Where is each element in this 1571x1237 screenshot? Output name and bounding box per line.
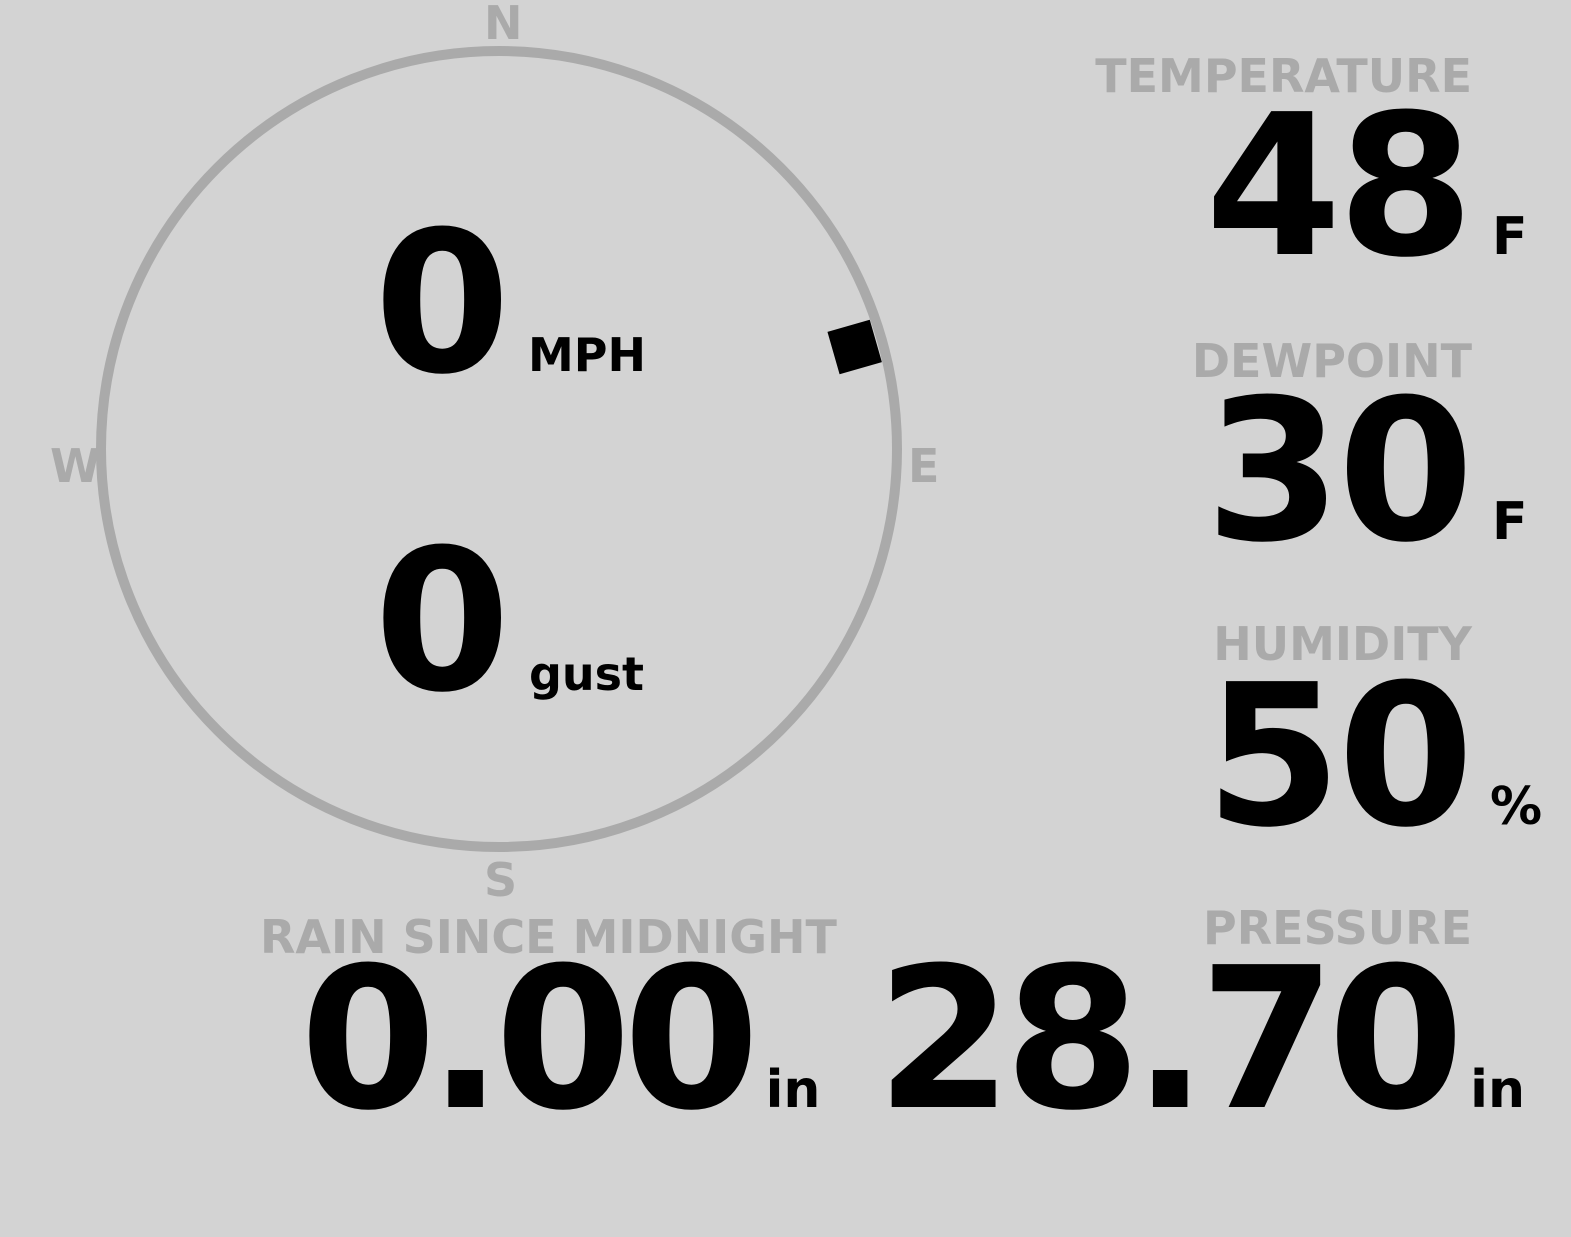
pressure-reading: 28.70 in <box>876 942 1525 1138</box>
compass-west: W <box>50 439 101 493</box>
temperature-value: 48 <box>1205 73 1474 301</box>
compass-east: E <box>908 439 940 493</box>
rain-value: 0.00 <box>300 926 760 1154</box>
pressure-label: PRESSURE <box>1203 901 1472 955</box>
wind-speed-unit: MPH <box>528 328 646 382</box>
compass-north: N <box>484 0 523 50</box>
wind-speed-value: 0 <box>374 190 510 418</box>
temperature-unit: F <box>1492 207 1528 267</box>
dewpoint-unit: F <box>1492 492 1528 552</box>
compass-ring <box>96 46 902 852</box>
wind-direction-marker <box>827 319 882 375</box>
humidity-label: HUMIDITY <box>1213 617 1472 671</box>
dewpoint-value: 30 <box>1205 358 1474 586</box>
rain-reading: 0.00 in <box>300 942 820 1138</box>
humidity-value: 50 <box>1205 643 1474 871</box>
wind-gust-value: 0 <box>374 508 510 736</box>
pressure-value: 28.70 <box>876 926 1464 1154</box>
dewpoint-label: DEWPOINT <box>1191 334 1472 388</box>
compass-south: S <box>484 853 518 907</box>
pressure-unit: in <box>1470 1060 1525 1120</box>
wind-gust-label: gust <box>529 647 645 701</box>
rain-label: RAIN SINCE MIDNIGHT <box>260 910 837 964</box>
rain-unit: in <box>765 1060 821 1120</box>
humidity-unit: % <box>1490 777 1543 837</box>
temperature-label: TEMPERATURE <box>1095 49 1472 103</box>
